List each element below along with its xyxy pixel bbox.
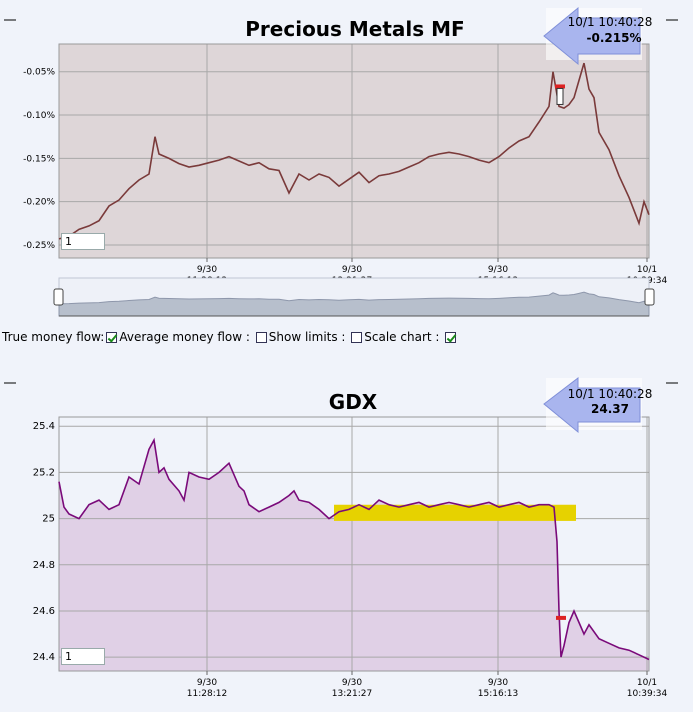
precious-metals-chart: Precious Metals MF -0.05%-0.10%-0.15%-0.…	[4, 6, 678, 317]
current-marker	[555, 84, 565, 105]
x-tick-date: 9/30	[342, 265, 362, 275]
y-tick-label: 25.2	[33, 467, 55, 478]
true-money-flow-checkbox[interactable]	[106, 332, 118, 343]
option-label: Average money flow	[119, 330, 243, 344]
option-label: Show limits	[268, 330, 338, 344]
chart-title: GDX	[329, 390, 378, 414]
navigator-handle-left[interactable]	[53, 288, 64, 306]
time-navigator[interactable]	[53, 277, 655, 317]
scale-chart-checkbox[interactable]	[445, 332, 457, 343]
y-tick-label: -0.15%	[23, 154, 55, 164]
plot-frame	[58, 43, 650, 259]
chart-options: True money flow: Average money flow : Sho…	[2, 330, 458, 344]
x-tick-time: 10:39:34	[627, 689, 668, 699]
chart-title: Precious Metals MF	[245, 17, 464, 41]
arrow-value: 24.37	[591, 402, 629, 416]
y-tick-label: 24.4	[33, 652, 55, 663]
x-tick-date: 9/30	[488, 678, 508, 688]
grid	[58, 416, 650, 672]
marker-flag	[556, 615, 566, 620]
y-axis: -0.05% -0.10% -0.15% -0.20% -0.25%	[23, 68, 55, 251]
navigator-area	[58, 291, 650, 317]
x-tick-date: 9/30	[197, 678, 217, 688]
current-marker	[556, 615, 566, 620]
y-tick-label: -0.20%	[23, 198, 55, 208]
y-tick-label: 24.8	[33, 560, 55, 571]
arrow-value: -0.215%	[587, 31, 642, 45]
plot-area	[59, 44, 649, 258]
price-arrow: 10/1 10:40:28 24.37	[543, 376, 653, 434]
y-tick-label: -0.05%	[23, 68, 55, 78]
arrow-time: 10/1 10:40:28	[568, 15, 653, 29]
x-axis: 9/3011:28:129/3013:21:279/3015:16:1310/1…	[187, 671, 668, 699]
grid	[58, 43, 650, 259]
y-axis: 25.4 25.2 25 24.8 24.6 24.4	[33, 421, 55, 663]
y-tick-label: 24.6	[33, 606, 55, 617]
zoom-input[interactable]: 1	[61, 648, 105, 665]
y-tick-label: -0.10%	[23, 111, 55, 121]
arrow-time: 10/1 10:40:28	[568, 387, 653, 401]
x-tick-date: 10/1	[637, 265, 657, 275]
plot-frame	[58, 416, 650, 672]
x-tick-time: 13:21:27	[332, 689, 372, 699]
highlight-band	[334, 504, 576, 521]
x-tick-time: 11:28:12	[187, 689, 227, 699]
option-label: True money flow	[2, 330, 101, 344]
zoom-input[interactable]: 1	[61, 233, 105, 250]
y-tick-label: 25.4	[33, 421, 55, 432]
x-tick-date: 9/30	[342, 678, 362, 688]
x-tick-date: 10/1	[637, 678, 657, 688]
series-line	[58, 437, 650, 661]
navigator-handle-right[interactable]	[644, 288, 655, 306]
series-line	[58, 62, 650, 240]
show-limits-checkbox[interactable]	[351, 332, 363, 343]
price-arrow: 10/1 10:40:28 -0.215%	[543, 6, 653, 66]
y-tick-label: 25	[42, 514, 55, 525]
option-label: Scale chart	[364, 330, 432, 344]
y-tick-label: -0.25%	[23, 241, 55, 251]
x-tick-time: 15:16:13	[478, 689, 518, 699]
marker-box	[556, 87, 564, 105]
x-tick-date: 9/30	[197, 265, 217, 275]
average-money-flow-checkbox[interactable]	[255, 332, 267, 343]
x-tick-date: 9/30	[488, 265, 508, 275]
marker-flag	[555, 84, 565, 89]
